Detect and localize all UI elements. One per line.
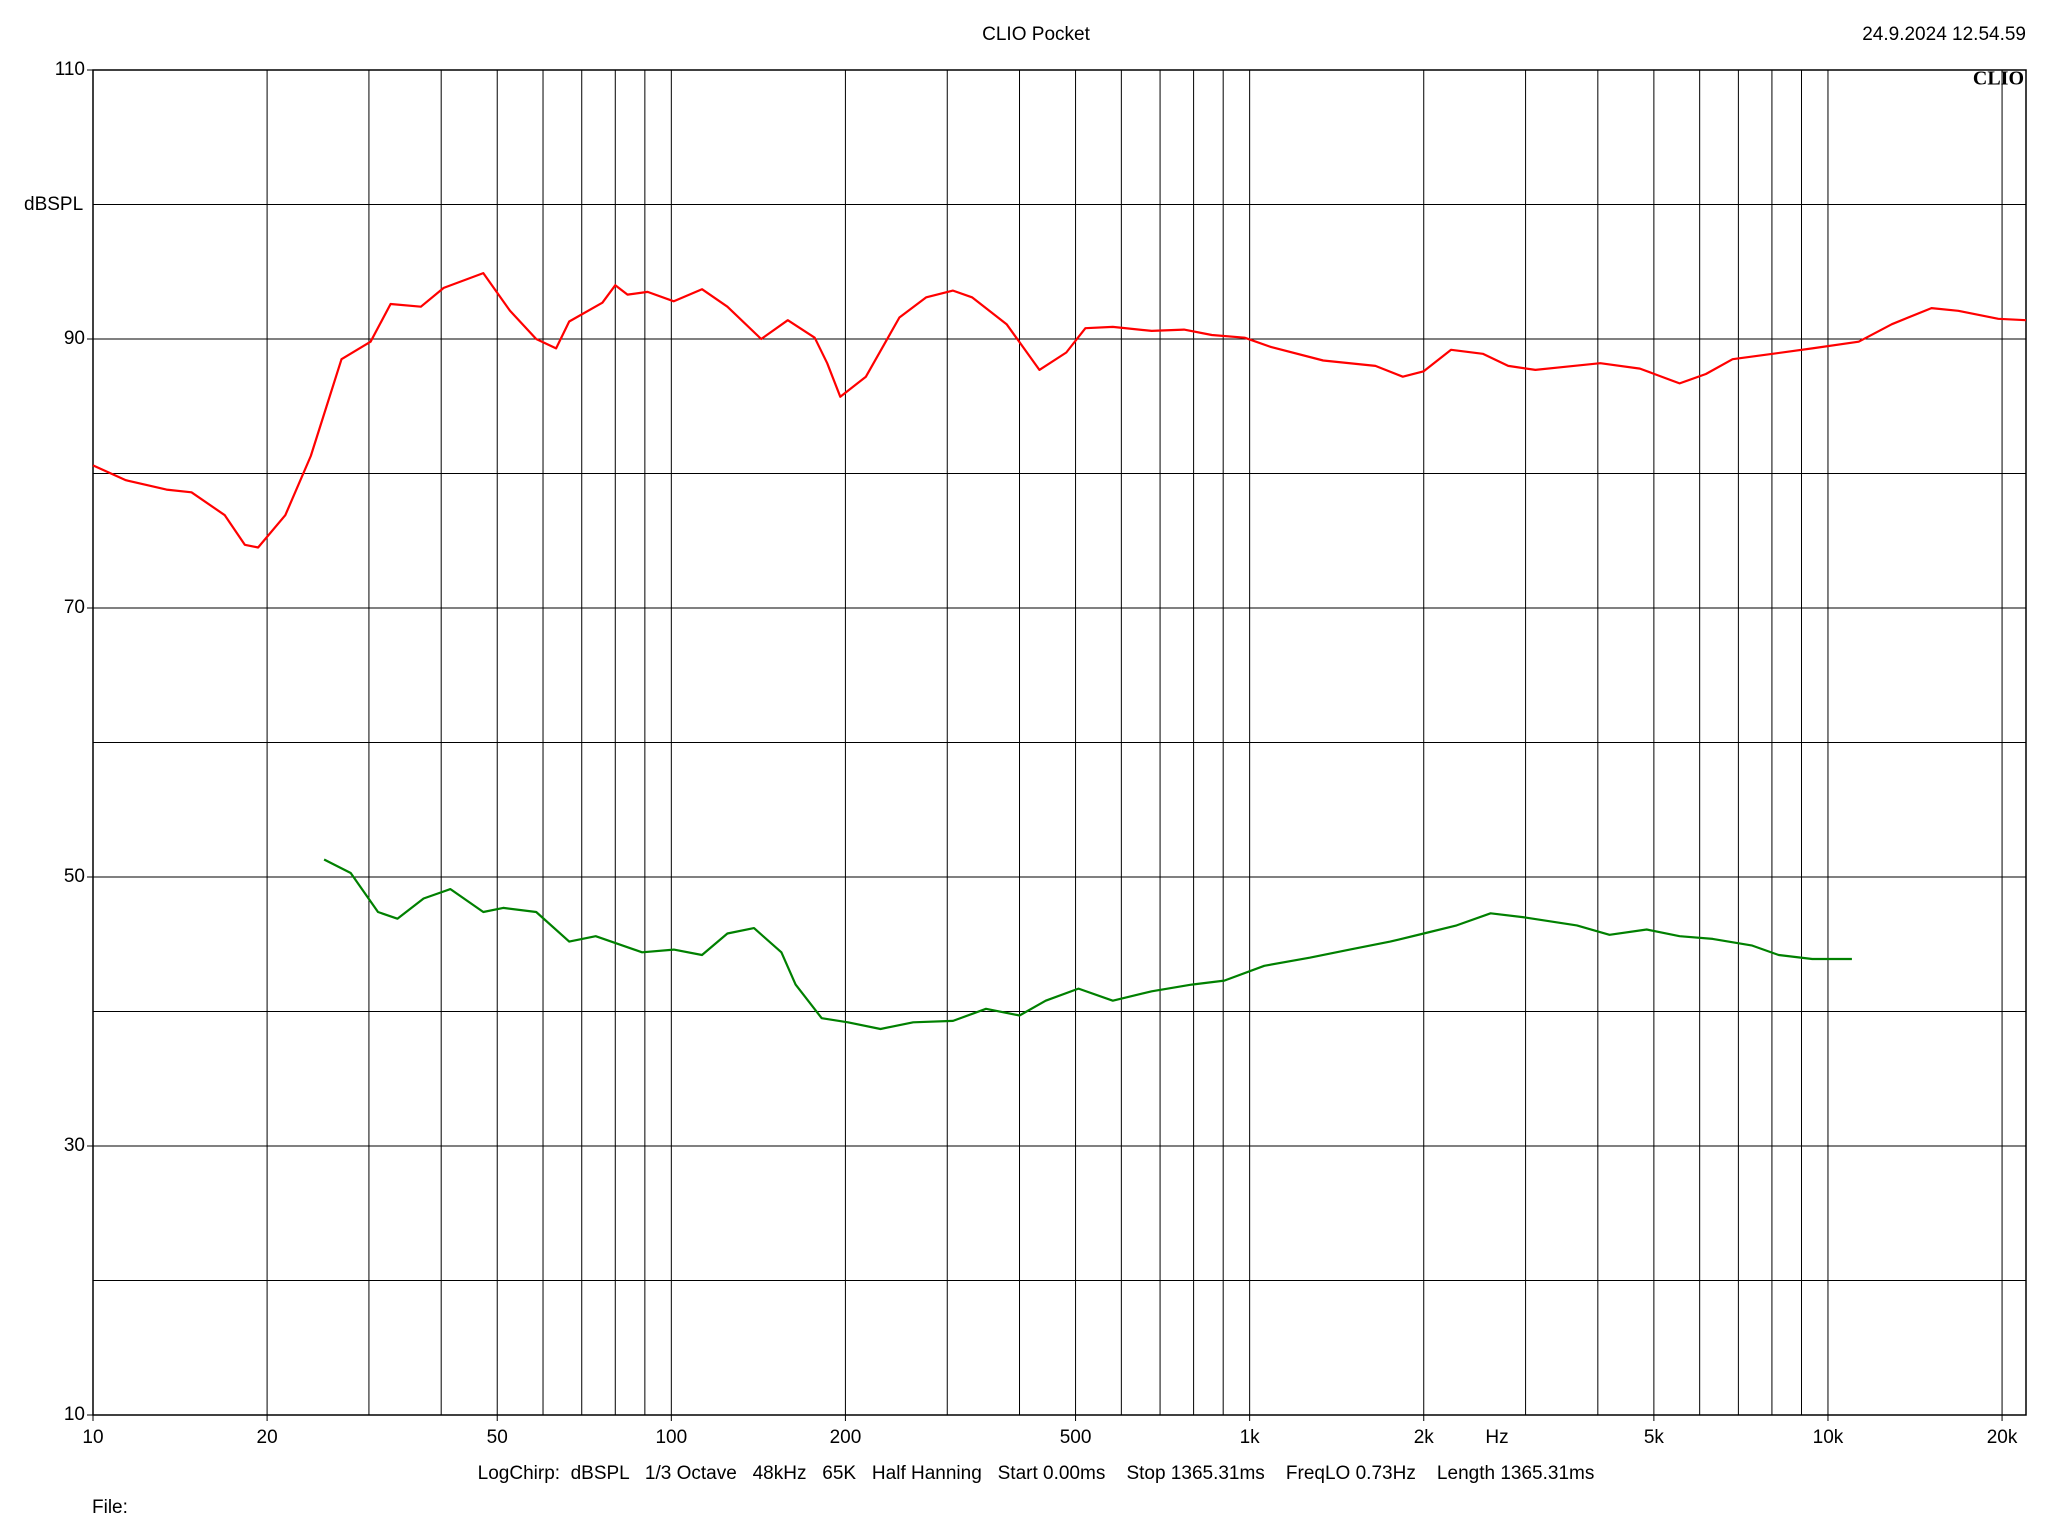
logo: CLIO [1973,68,2024,90]
plot-frame [92,69,2027,1416]
x-tick-label: 200 [830,1427,862,1448]
y-tick-label: 30 [64,1135,85,1156]
y-tick-label: 10 [64,1404,85,1425]
chart-title: CLIO Pocket [982,24,1090,45]
y-tick-label: 50 [64,866,85,887]
x-tick-label: 50 [487,1427,508,1448]
x-tick-label: 20 [257,1427,278,1448]
x-tick-label: 2k [1414,1427,1435,1448]
x-tick-label: 10 [82,1427,103,1448]
footer: LogChirp: dBSPL 1/3 Octave 48kHz 65K Hal… [478,1463,1595,1484]
x-tick-label: 500 [1060,1427,1092,1448]
x-tick-label: 100 [655,1427,687,1448]
y-axis-label: dBSPL [24,194,83,215]
file-label: File: [92,1497,128,1518]
y-tick-label: 70 [64,597,85,618]
data-line [323,858,1852,1031]
x-tick-label: 1k [1240,1427,1261,1448]
y-tick-label: 110 [55,59,85,80]
y-tick-label: 90 [64,328,85,349]
x-tick-label: 20k [1987,1427,2018,1448]
timestamp: 24.9.2024 12.54.59 [1862,24,2026,45]
x-tick-label: 10k [1813,1427,1844,1448]
data-line [92,272,2027,549]
x-tick-label: 5k [1644,1427,1665,1448]
x-axis-label: Hz [1485,1427,1508,1448]
